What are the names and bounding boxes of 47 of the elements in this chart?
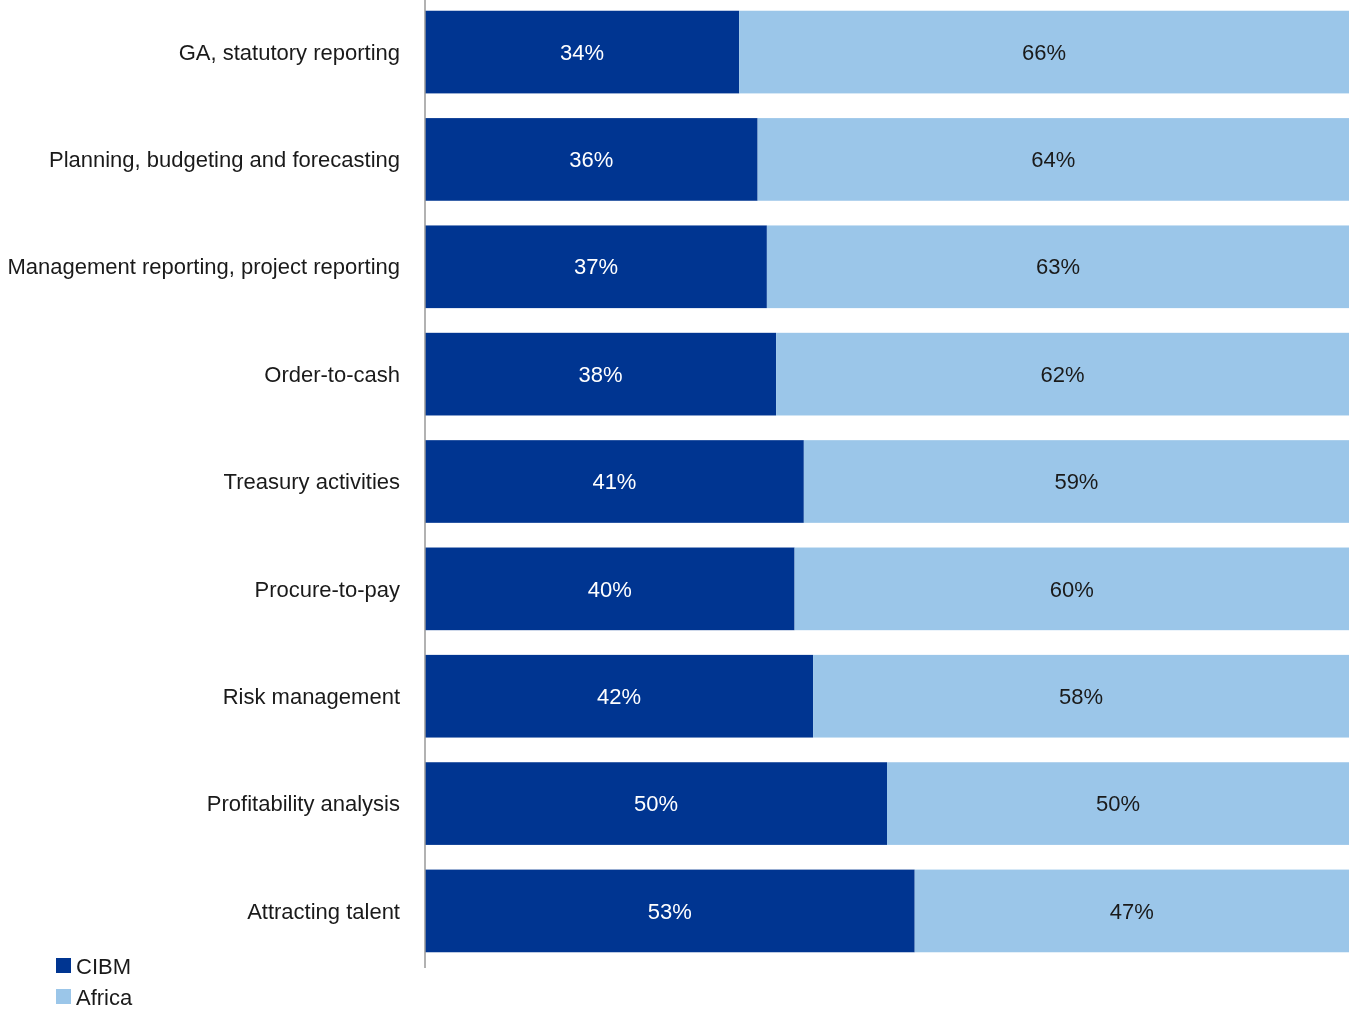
- y-tick-label: GA, statutory reporting: [178, 39, 400, 65]
- bar: [425, 118, 758, 201]
- bar: [425, 869, 915, 953]
- data-label: 37%: [573, 254, 618, 280]
- bar: [425, 10, 740, 94]
- bar: [425, 547, 795, 631]
- bar: [425, 440, 804, 523]
- y-tick-label: Management reporting, project reporting: [7, 254, 400, 280]
- data-label: 60%: [1049, 576, 1094, 602]
- data-label: 62%: [1040, 361, 1085, 387]
- data-label: 42%: [597, 683, 642, 709]
- data-label: 58%: [1059, 683, 1104, 709]
- data-label: 36%: [569, 147, 614, 173]
- data-label: 59%: [1054, 469, 1099, 495]
- bar: [914, 869, 1349, 953]
- bar: [425, 762, 887, 845]
- bar: [757, 118, 1349, 201]
- bar: [887, 762, 1349, 845]
- y-tick-label: Procure-to-pay: [254, 576, 400, 602]
- data-label: 66%: [1022, 39, 1067, 65]
- bar: [803, 440, 1349, 523]
- y-tick-label: Risk management: [222, 683, 400, 709]
- y-tick-label: Planning, budgeting and forecasting: [48, 147, 400, 173]
- y-tick-label: Order-to-cash: [264, 361, 400, 387]
- bar: [425, 332, 777, 416]
- data-label: 40%: [587, 576, 632, 602]
- data-label: 63%: [1035, 254, 1080, 280]
- bar: [425, 654, 814, 738]
- y-tick-label: Attracting talent: [247, 898, 400, 924]
- bar: [794, 547, 1349, 631]
- legend-label: Africa: [76, 984, 133, 1010]
- data-label: 47%: [1109, 898, 1154, 924]
- bar: [766, 225, 1349, 309]
- data-label: 50%: [633, 791, 679, 817]
- data-label: 53%: [647, 898, 692, 924]
- bar: [813, 654, 1349, 738]
- y-tick-label: Treasury activities: [223, 469, 400, 495]
- bar: [776, 332, 1349, 416]
- data-label: 50%: [1095, 791, 1141, 817]
- data-label: 38%: [578, 361, 623, 387]
- legend-label: CIBM: [76, 953, 131, 979]
- data-label: 64%: [1031, 147, 1076, 173]
- y-tick-label: Profitability analysis: [206, 791, 400, 817]
- bar: [739, 10, 1349, 94]
- data-label: 34%: [560, 39, 605, 65]
- bar: [425, 225, 767, 309]
- data-label: 41%: [592, 469, 637, 495]
